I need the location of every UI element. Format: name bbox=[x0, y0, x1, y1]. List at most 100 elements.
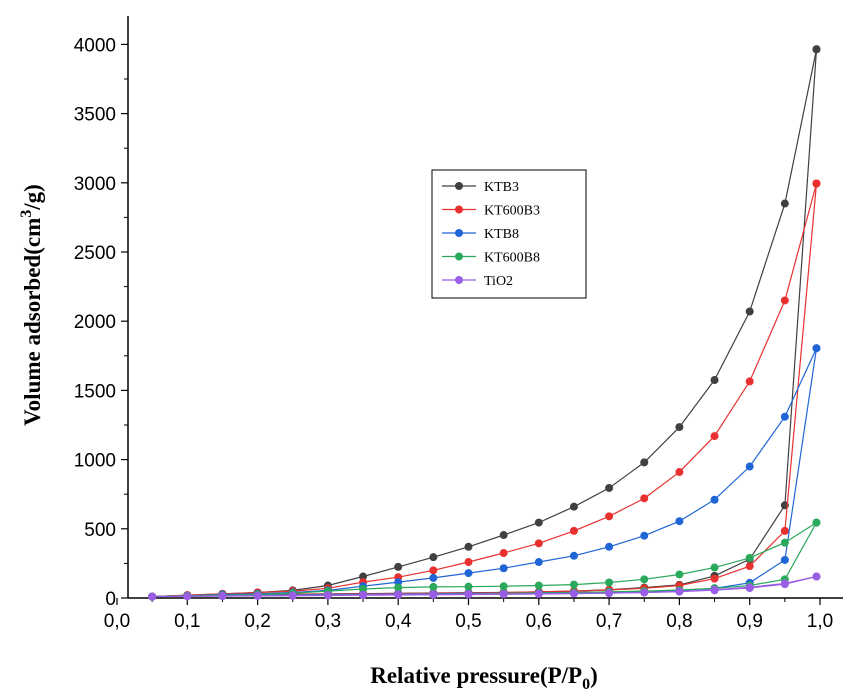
adsorption-point bbox=[812, 344, 821, 353]
x-tick-label: 0,0 bbox=[104, 611, 130, 632]
adsorption-point bbox=[148, 592, 157, 601]
x-tick-label: 0,3 bbox=[315, 611, 341, 632]
adsorption-point bbox=[745, 307, 754, 316]
adsorption-point bbox=[812, 518, 821, 527]
adsorption-point bbox=[745, 553, 754, 562]
adsorption-point bbox=[394, 578, 403, 587]
adsorption-point bbox=[640, 531, 649, 540]
adsorption-point bbox=[675, 517, 684, 526]
adsorption-point bbox=[534, 581, 543, 590]
adsorption-point bbox=[569, 526, 578, 535]
series-TiO2 bbox=[148, 572, 821, 601]
adsorption-line bbox=[152, 347, 818, 598]
adsorption-point bbox=[780, 296, 789, 305]
adsorption-point bbox=[499, 582, 508, 591]
adsorption-point bbox=[359, 572, 368, 581]
legend: KTB3 KT600B3 KTB8 KT600B8 TiO2 bbox=[431, 169, 587, 299]
adsorption-point bbox=[640, 588, 649, 597]
desorption-point bbox=[780, 555, 789, 564]
adsorption-point bbox=[253, 591, 262, 600]
adsorption-point bbox=[218, 591, 227, 600]
y-tick-label: 2500 bbox=[74, 243, 116, 264]
adsorption-point bbox=[569, 502, 578, 511]
x-tick-label: 0,1 bbox=[174, 611, 200, 632]
adsorption-point bbox=[569, 551, 578, 560]
desorption-line bbox=[152, 348, 818, 598]
legend-marker bbox=[455, 182, 463, 190]
adsorption-point bbox=[780, 412, 789, 421]
adsorption-point bbox=[780, 199, 789, 208]
adsorption-point bbox=[323, 591, 332, 600]
x-tick-label: 0,4 bbox=[385, 611, 412, 632]
adsorption-point bbox=[780, 538, 789, 547]
adsorption-point bbox=[359, 590, 368, 599]
adsorption-point bbox=[605, 578, 614, 587]
adsorption-point bbox=[429, 590, 438, 599]
adsorption-point bbox=[745, 583, 754, 592]
x-tick-label: 0,5 bbox=[455, 611, 481, 632]
desorption-point bbox=[710, 574, 719, 583]
adsorption-point bbox=[605, 542, 614, 551]
adsorption-point bbox=[499, 564, 508, 573]
legend-label: KT600B8 bbox=[484, 251, 540, 266]
y-tick-label: 4000 bbox=[74, 35, 116, 56]
adsorption-point bbox=[675, 587, 684, 596]
adsorption-point bbox=[812, 572, 821, 581]
legend-label: KTB3 bbox=[484, 180, 519, 195]
adsorption-point bbox=[429, 582, 438, 591]
desorption-line bbox=[152, 49, 818, 598]
adsorption-point bbox=[464, 569, 473, 578]
x-tick-label: 0,9 bbox=[736, 611, 762, 632]
series-KTB8 bbox=[148, 344, 821, 601]
adsorption-point bbox=[534, 539, 543, 548]
adsorption-point bbox=[675, 468, 684, 477]
legend-label: KTB8 bbox=[484, 227, 519, 242]
adsorption-point bbox=[464, 542, 473, 551]
y-tick-label: 3500 bbox=[74, 105, 116, 126]
adsorption-point bbox=[569, 580, 578, 589]
adsorption-point bbox=[394, 590, 403, 599]
adsorption-point bbox=[499, 531, 508, 540]
adsorption-point bbox=[499, 549, 508, 558]
y-tick-label: 0 bbox=[105, 589, 116, 610]
adsorption-point bbox=[464, 590, 473, 599]
adsorption-line bbox=[152, 183, 818, 598]
adsorption-point bbox=[745, 377, 754, 386]
adsorption-point bbox=[464, 582, 473, 591]
adsorption-point bbox=[605, 589, 614, 598]
adsorption-point bbox=[812, 45, 821, 54]
adsorption-point bbox=[534, 589, 543, 598]
x-tick-label: 0,8 bbox=[666, 611, 692, 632]
adsorption-point bbox=[745, 462, 754, 471]
adsorption-point bbox=[394, 562, 403, 571]
adsorption-point bbox=[534, 518, 543, 527]
adsorption-point bbox=[710, 376, 719, 385]
adsorption-point bbox=[780, 579, 789, 588]
adsorption-point bbox=[710, 563, 719, 572]
adsorption-point bbox=[288, 591, 297, 600]
series-KT600B8 bbox=[148, 518, 821, 601]
y-tick-label: 3000 bbox=[74, 174, 116, 195]
adsorption-point bbox=[710, 432, 719, 441]
adsorption-point bbox=[429, 573, 438, 582]
adsorption-point bbox=[534, 558, 543, 567]
adsorption-point bbox=[675, 423, 684, 432]
adsorption-point bbox=[640, 575, 649, 584]
legend-marker bbox=[455, 205, 463, 214]
adsorption-point bbox=[183, 592, 192, 601]
adsorption-point bbox=[394, 583, 403, 592]
x-axis-title: Relative pressure(P/P0) bbox=[370, 663, 598, 692]
y-axis-title: Volume adsorbed(cm3/g) bbox=[18, 184, 45, 426]
adsorption-line bbox=[152, 575, 817, 598]
adsorption-point bbox=[429, 553, 438, 562]
desorption-point bbox=[745, 562, 754, 571]
adsorption-point bbox=[464, 558, 473, 567]
adsorption-point bbox=[640, 494, 649, 503]
adsorption-point bbox=[429, 566, 438, 575]
adsorption-point bbox=[640, 458, 649, 467]
y-tick-label: 500 bbox=[84, 520, 116, 541]
x-tick-label: 1,0 bbox=[807, 611, 833, 632]
legend-label: TiO2 bbox=[484, 274, 513, 289]
x-tick-label: 0,7 bbox=[596, 611, 622, 632]
